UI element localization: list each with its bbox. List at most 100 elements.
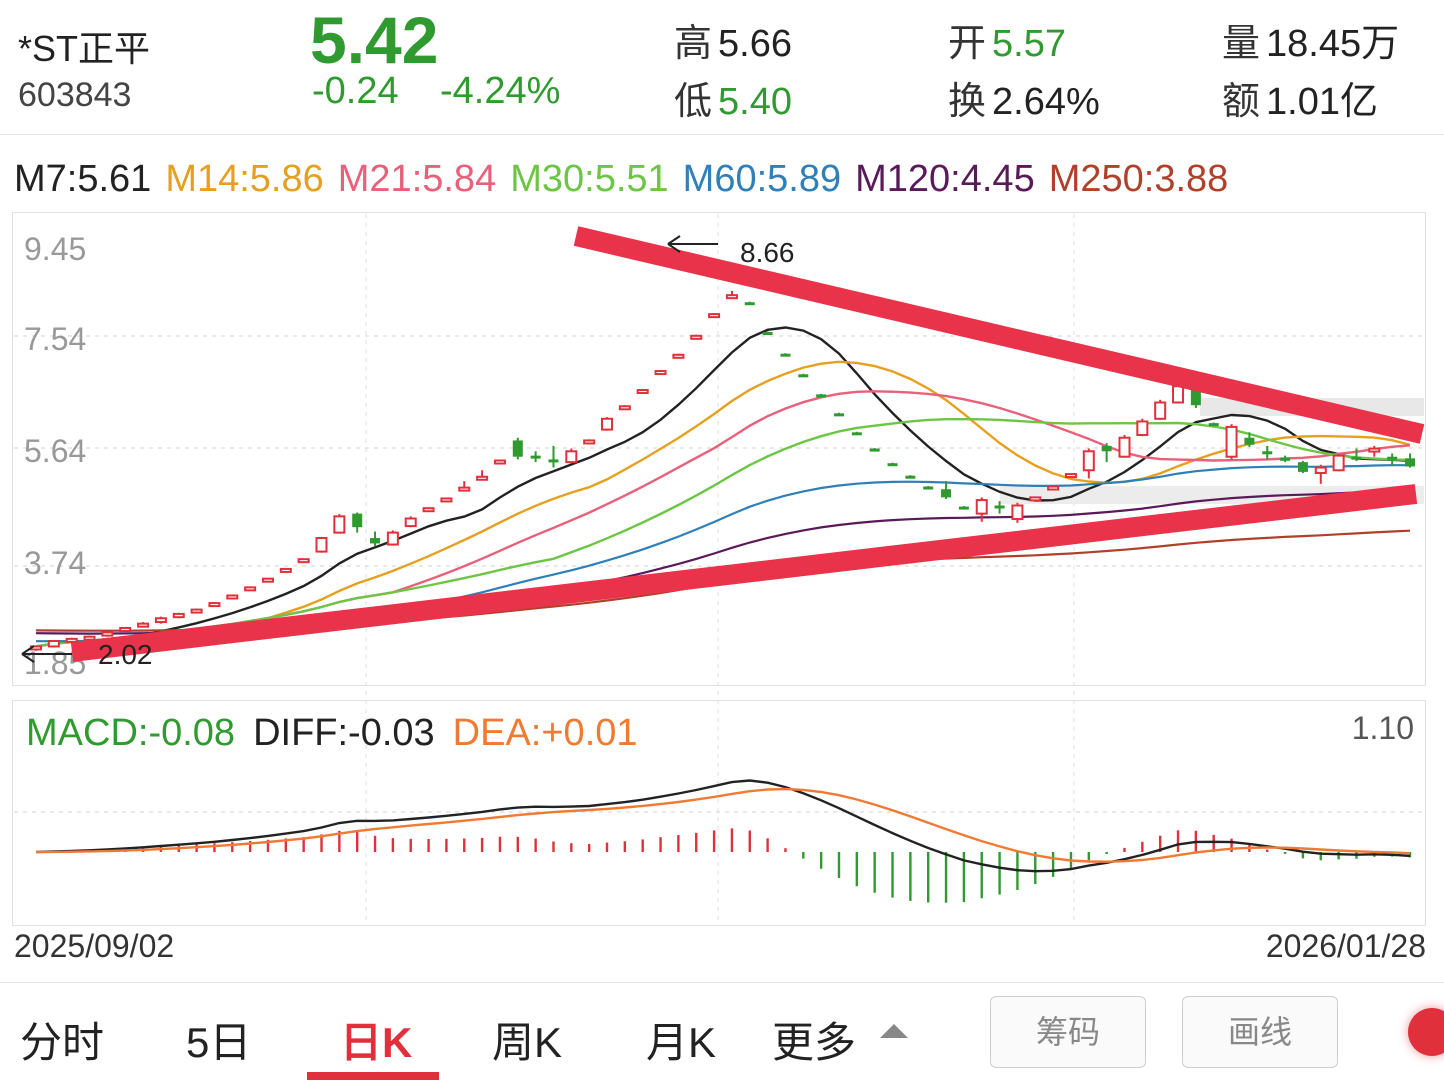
candle-body-down <box>798 374 809 378</box>
candle-body-up <box>315 537 328 553</box>
candle-body-down <box>1101 445 1112 452</box>
ma14-label: M14:5.86 <box>165 158 324 200</box>
candle-body-down <box>833 413 844 417</box>
candle-body-up <box>618 405 631 411</box>
dea-value: DEA:+0.01 <box>452 712 638 754</box>
active-tab-indicator <box>307 1072 439 1080</box>
price-change-pct: -4.24% <box>440 70 561 112</box>
candle-body-up <box>279 567 292 573</box>
candle <box>762 331 773 336</box>
tab-monthly-k[interactable]: 月K <box>646 1019 717 1066</box>
candle <box>941 481 952 499</box>
candle-body-down <box>1280 457 1291 461</box>
stock-name: *ST正平 <box>18 28 151 69</box>
candle-body-down <box>762 332 773 336</box>
candle-body-up <box>1314 466 1327 474</box>
candle-body-up <box>1368 447 1381 453</box>
candle-body-down <box>1351 456 1362 460</box>
floating-record-icon[interactable] <box>1408 1008 1444 1056</box>
volume-label: 量 <box>1222 23 1261 65</box>
stock-code: 603843 <box>18 76 132 114</box>
ma60-label: M60:5.89 <box>682 158 842 200</box>
last-price: 5.42 <box>310 3 439 77</box>
price-tick-label: 9.45 <box>24 231 86 267</box>
candle <box>297 558 310 564</box>
diff-line <box>35 779 1411 873</box>
candle <box>708 313 721 319</box>
candle <box>352 512 363 533</box>
candle <box>1082 448 1095 479</box>
caret-up-icon[interactable] <box>880 1024 908 1038</box>
diff-value: DIFF:-0.03 <box>253 712 435 754</box>
turnover-value: 2.64% <box>992 81 1100 123</box>
amount-value: 1.01亿 <box>1266 81 1378 123</box>
candle <box>1297 461 1308 473</box>
tab-daily-k[interactable]: 日K <box>340 1019 413 1066</box>
ma21-label: M21:5.84 <box>337 158 497 200</box>
candle <box>65 637 78 643</box>
candle <box>887 462 898 467</box>
ma30-line <box>35 418 1411 648</box>
candle-body-up <box>119 627 132 633</box>
candle-body-up <box>654 370 667 376</box>
tab-5day[interactable]: 5日 <box>186 1019 252 1066</box>
resistance-trendline <box>573 226 1425 444</box>
candle-body-up <box>261 577 274 583</box>
candle-body-down <box>744 302 755 306</box>
ma-legend: M7:5.61 M14:5.86 M21:5.84 M30:5.51 M60:5.89 M… <box>14 158 1242 201</box>
candle-body-down <box>1262 451 1273 455</box>
quote-header: *ST正平 603843 5.42 -0.24 -4.24% 高 5.66 低 5.… <box>0 0 1444 135</box>
ma250-label: M250:3.88 <box>1048 158 1229 200</box>
candle <box>833 412 844 417</box>
candle <box>279 567 292 573</box>
candle <box>333 514 346 534</box>
candle-body-up <box>333 515 346 534</box>
turnover-label: 换 <box>948 81 987 123</box>
candle <box>154 616 167 624</box>
high-mark-label: 8.66 <box>740 237 795 268</box>
draw-line-button[interactable]: 画线 <box>1182 996 1338 1068</box>
candle-body-up <box>297 558 310 564</box>
candle-body-down <box>1297 462 1308 472</box>
ma30-label: M30:5.51 <box>510 158 669 200</box>
macd-value: MACD:-0.08 <box>26 712 236 754</box>
price-change: -0.24 <box>312 70 399 112</box>
candle <box>1368 445 1381 457</box>
candle-body-up <box>725 294 738 300</box>
candle <box>780 353 791 357</box>
tab-intraday[interactable]: 分时 <box>20 1019 105 1066</box>
candle-body-up <box>565 450 578 464</box>
high-label: 高 <box>674 23 713 65</box>
candle <box>386 530 399 546</box>
candle <box>370 531 381 547</box>
trend-lines <box>70 226 1425 662</box>
candle <box>672 353 685 359</box>
candle-body-down <box>851 432 862 436</box>
candle-body-down <box>780 353 791 357</box>
candle-body-up <box>440 497 453 503</box>
candle-body-down <box>958 506 969 510</box>
candle <box>83 635 96 641</box>
annotations: 8.66 2.02 <box>21 235 795 670</box>
candle-body-down <box>816 394 827 398</box>
candle-body-up <box>1332 454 1345 472</box>
candle <box>1154 399 1167 420</box>
candle <box>905 475 916 479</box>
candle-body-up <box>1082 450 1095 472</box>
candle-body-up <box>1136 420 1149 437</box>
chips-button[interactable]: 筹码 <box>990 996 1146 1068</box>
tab-weekly-k[interactable]: 周K <box>492 1019 563 1066</box>
ma7-label: M7:5.61 <box>14 158 152 200</box>
high-value: 5.66 <box>718 23 792 65</box>
period-tabs: 分时 5日 日K 周K 月K 更多 <box>0 982 1444 1081</box>
tab-more[interactable]: 更多 <box>772 1019 857 1066</box>
candle-body-down <box>370 538 381 544</box>
candle-body-down <box>1244 437 1255 445</box>
candle <box>1262 445 1273 460</box>
candle <box>1405 453 1415 468</box>
candle <box>1064 473 1077 479</box>
macd-panel[interactable] <box>12 700 1426 926</box>
kline-panel[interactable] <box>12 212 1426 686</box>
candle <box>816 393 827 398</box>
volume-quote: 量 18.45万 <box>1222 12 1399 67</box>
